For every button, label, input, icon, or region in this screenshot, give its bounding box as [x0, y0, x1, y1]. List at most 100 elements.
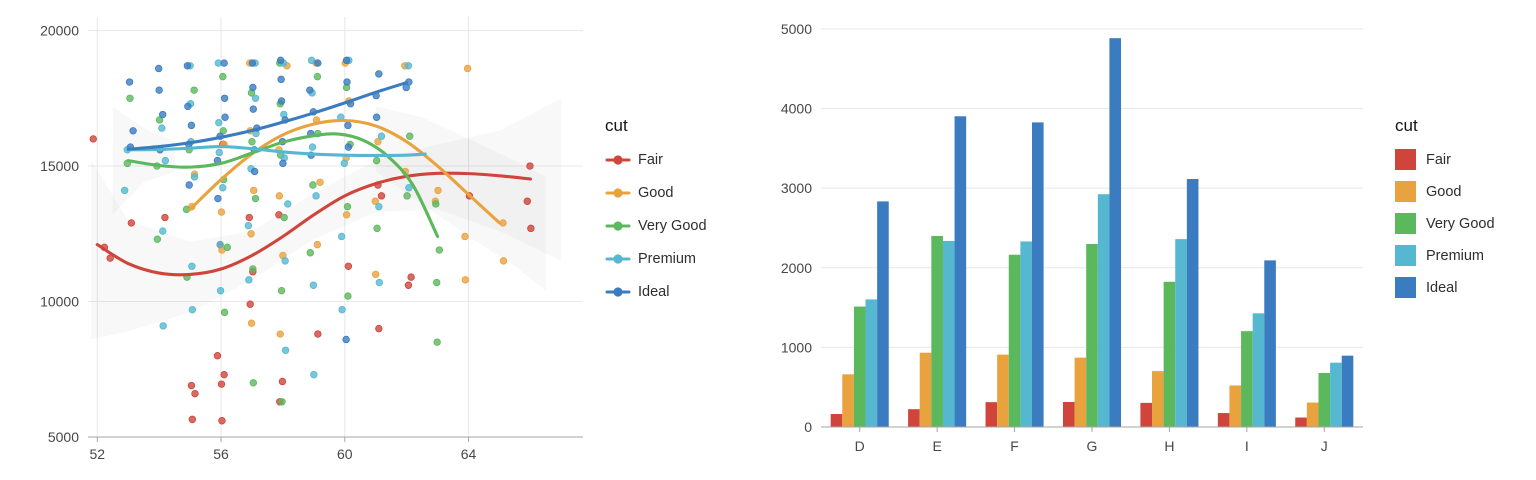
tick-label: H [1164, 438, 1174, 454]
bar-fair-g [1062, 402, 1075, 427]
legend-key-swatch-icon [1395, 245, 1416, 266]
legend-key-swatch-icon [1395, 181, 1416, 202]
bar-good-i [1229, 385, 1242, 427]
bar-very-good-d [853, 306, 866, 427]
bar-fair-h [1140, 402, 1153, 427]
tick-label: 3000 [781, 180, 812, 196]
legend-key-line-dot-icon [605, 254, 631, 264]
bar-very-good-e [931, 235, 943, 427]
tick-label: J [1321, 438, 1328, 454]
smooth-line-good [188, 118, 502, 225]
legend-title: cut [605, 116, 628, 135]
legend-item-fair: Fair [605, 149, 745, 171]
bar-very-good-i [1241, 331, 1253, 427]
bar-premium-j [1330, 362, 1342, 427]
bar-fair-d [830, 414, 843, 427]
legend-key-line-dot-icon [605, 155, 631, 165]
tick-label: 1000 [781, 339, 812, 355]
tick-label: 15000 [40, 158, 79, 174]
bar-ideal-h [1186, 179, 1199, 427]
legend-item-label: Ideal [1426, 279, 1458, 296]
bars-very-good [853, 235, 1331, 427]
smooth-line-premium [126, 144, 427, 158]
bar-ideal-i [1264, 260, 1276, 427]
bar-good-j [1306, 402, 1319, 427]
bar-premium-g [1097, 194, 1110, 427]
legend-item-label: Fair [1426, 151, 1451, 168]
legend-key-swatch-icon [1395, 277, 1416, 298]
bars-premium [865, 194, 1342, 427]
bar-premium-f [1020, 241, 1032, 427]
grouped-bar-chart: D E F G H I J 0 1000 2000 3000 4000 5000 [781, 21, 1363, 454]
bar-very-good-f [1008, 254, 1021, 427]
legend-item-ideal: Ideal [605, 281, 745, 303]
smooth-line-very-good [126, 132, 440, 239]
tick-label: E [932, 438, 941, 454]
legend-item-label: Very Good [638, 218, 707, 234]
legend-item-premium: Premium [605, 248, 745, 270]
legend-item-label: Premium [1426, 247, 1485, 264]
legend-cut-right: cut Fair Good Very Good Premium Ideal [1385, 0, 1536, 309]
bar-good-g [1074, 357, 1087, 427]
legend-key-line-dot-icon [605, 287, 631, 297]
bar-good-f [997, 354, 1009, 427]
legend-item-label: Fair [638, 152, 663, 168]
smooth-line-fair [95, 171, 532, 277]
y-axis: 0 1000 2000 3000 4000 5000 [781, 21, 812, 435]
bar-ideal-j [1341, 355, 1354, 427]
legend-key-swatch-icon [1395, 149, 1416, 170]
bar-ideal-g [1109, 38, 1122, 428]
bar-very-good-j [1318, 373, 1331, 427]
scatter-smooth-chart: 52 56 60 64 5000 10000 15000 20000 [40, 17, 583, 462]
confidence-ribbons [91, 98, 562, 340]
legend-items: Fair Good Very Good Premium Ideal [1395, 149, 1536, 298]
legend-key-line-dot-icon [605, 188, 631, 198]
bar-good-d [842, 374, 854, 427]
legend-item-label: Premium [638, 251, 697, 267]
legend-title: cut [1395, 116, 1418, 135]
legend-item-label: Good [1426, 183, 1462, 200]
bar-fair-i [1217, 413, 1230, 427]
x-axis: 52 56 60 64 [88, 436, 583, 462]
tick-label: D [855, 438, 865, 454]
legend-item-premium: Premium [1395, 245, 1536, 266]
legend-cut-left: cut Fair Good Very Good Premium Ideal [595, 0, 745, 314]
bar-very-good-h [1163, 281, 1176, 427]
tick-label: 20000 [40, 23, 79, 39]
legend-item-good: Good [1395, 181, 1536, 202]
tick-label: 5000 [48, 429, 79, 445]
tick-label: 10000 [40, 294, 79, 310]
bar-ideal-e [954, 116, 967, 427]
bar-fair-e [908, 409, 920, 427]
tick-label: I [1245, 438, 1249, 454]
tick-label: 60 [337, 446, 353, 462]
bar-ideal-d [877, 201, 889, 427]
legend-item-label: Ideal [638, 284, 670, 300]
bars-fair [830, 402, 1307, 427]
bar-good-e [919, 352, 932, 427]
bars-good [842, 352, 1319, 427]
tick-label: 4000 [781, 101, 812, 117]
legend-item-good: Good [605, 182, 745, 204]
legend-key-line-dot-icon [605, 221, 631, 231]
bar-good-h [1152, 371, 1164, 427]
tick-label: 64 [461, 446, 477, 462]
y-axis: 5000 10000 15000 20000 [40, 23, 79, 445]
legend-item-label: Good [638, 185, 674, 201]
legend-item-fair: Fair [1395, 149, 1536, 170]
legend-item-label: Very Good [1426, 215, 1495, 232]
bar-premium-h [1175, 239, 1187, 427]
bar-fair-f [985, 402, 998, 427]
tick-label: 5000 [781, 21, 812, 37]
bar-ideal-f [1031, 122, 1044, 427]
bars-ideal [877, 38, 1354, 428]
tick-label: G [1087, 438, 1098, 454]
bar-fair-j [1295, 417, 1307, 427]
x-axis: D E F G H I J [821, 426, 1363, 454]
legend-item-very-good: Very Good [1395, 213, 1536, 234]
bar-premium-e [942, 240, 955, 427]
bar-premium-d [865, 299, 878, 427]
tick-label: 56 [213, 446, 229, 462]
legend-item-ideal: Ideal [1395, 277, 1536, 298]
